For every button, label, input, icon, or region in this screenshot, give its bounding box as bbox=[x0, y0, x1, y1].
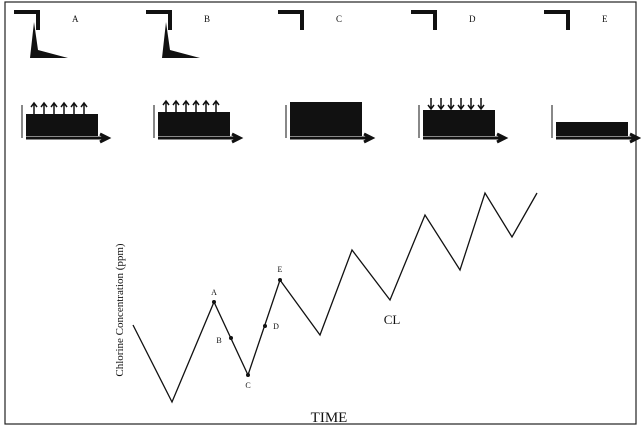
point bbox=[212, 300, 216, 304]
panel-label: D bbox=[469, 14, 476, 24]
panel-label: E bbox=[602, 14, 608, 24]
curve-points bbox=[212, 278, 282, 377]
diagram: A B C D E A B C D E CL Chlorine Concentratio… bbox=[0, 0, 641, 428]
point-label: C bbox=[245, 381, 250, 390]
point-label: E bbox=[278, 265, 283, 274]
flow-arrow bbox=[213, 101, 219, 112]
flow-arrow bbox=[428, 98, 434, 109]
flow-arrow bbox=[51, 103, 57, 114]
point-label: B bbox=[216, 336, 221, 345]
basin bbox=[158, 112, 230, 136]
y-axis-label: Chlorine Concentration (ppm) bbox=[114, 243, 126, 377]
pipe bbox=[278, 12, 302, 30]
flow-arrow bbox=[31, 103, 37, 114]
point bbox=[246, 373, 250, 377]
point-label: A bbox=[211, 288, 217, 297]
panel-label: B bbox=[204, 14, 210, 24]
basin bbox=[556, 122, 628, 136]
pipe bbox=[544, 12, 568, 30]
frame bbox=[5, 2, 636, 424]
flow-arrow bbox=[163, 101, 169, 112]
flow-arrow bbox=[71, 103, 77, 114]
flow-arrow bbox=[478, 98, 484, 109]
point bbox=[263, 324, 267, 328]
flow-arrow bbox=[438, 98, 444, 109]
flow-arrow bbox=[203, 101, 209, 112]
flow-arrow bbox=[41, 103, 47, 114]
concentration-curve bbox=[133, 193, 537, 402]
point bbox=[229, 336, 233, 340]
basin bbox=[26, 114, 98, 136]
tank bbox=[30, 22, 68, 58]
panels: A B C D E bbox=[14, 12, 638, 142]
basin bbox=[290, 102, 362, 136]
flow-arrow bbox=[183, 101, 189, 112]
flow-arrow bbox=[193, 101, 199, 112]
flow-arrow bbox=[468, 98, 474, 109]
point-label: D bbox=[273, 322, 279, 331]
pipe bbox=[411, 12, 435, 30]
point bbox=[278, 278, 282, 282]
curve-label: CL bbox=[384, 312, 401, 327]
basin bbox=[423, 110, 495, 136]
tank bbox=[162, 22, 200, 58]
panel-label: C bbox=[336, 14, 342, 24]
flow-arrow bbox=[448, 98, 454, 109]
flow-arrow bbox=[173, 101, 179, 112]
flow-arrow bbox=[81, 103, 87, 114]
flow-arrow bbox=[458, 98, 464, 109]
x-axis-label: TIME bbox=[311, 410, 348, 426]
flow-arrow bbox=[61, 103, 67, 114]
panel-label: A bbox=[72, 14, 79, 24]
